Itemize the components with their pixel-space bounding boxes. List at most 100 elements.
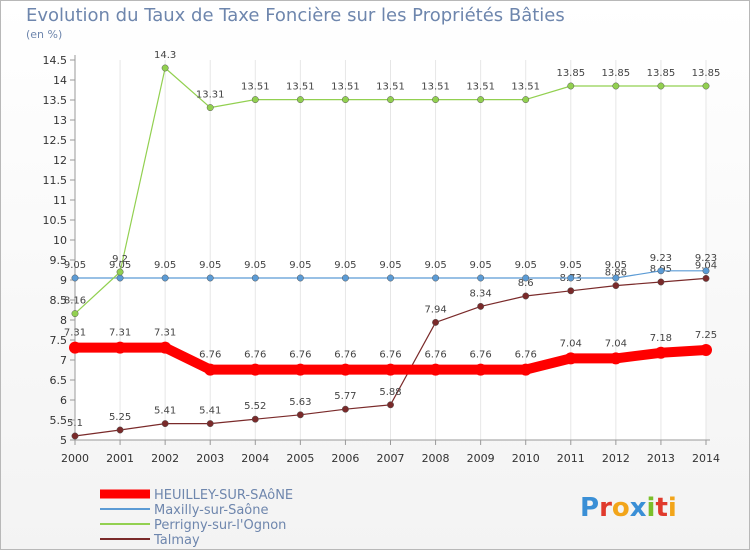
data-point [702,267,710,275]
data-label: 6.76 [515,350,537,361]
data-point [609,352,622,365]
data-point [114,341,127,354]
data-point [657,278,665,286]
data-label: 7.31 [64,328,86,339]
x-tick-label: 2003 [196,452,224,465]
data-point [432,274,440,282]
x-tick-label: 2014 [692,452,720,465]
data-point [384,363,397,376]
data-label: 6.76 [244,350,266,361]
data-label: 7.04 [605,338,627,349]
data-label: 6.76 [334,350,356,361]
logo-letter: r [599,493,612,523]
proxiti-logo: Proxiti [580,493,677,523]
y-tick-label: 12.5 [43,134,68,147]
data-label: 9.05 [515,260,537,271]
data-point [116,274,124,282]
data-point [206,274,214,282]
series-heuilley-sur-sa-ne: 7.31 7.31 7.31 6.76 6.76 6.76 6.76 6.76 6.76 6.76… [64,328,717,376]
y-tick-label: 13.5 [43,94,68,107]
data-label: 13.51 [241,82,270,93]
data-point [612,274,620,282]
legend-label: Maxilly-sur-Saône [154,503,269,518]
data-point [702,82,710,90]
y-tick-label: 11 [53,194,67,207]
data-point [522,292,530,300]
data-point [522,96,530,104]
data-label: 9.05 [199,260,221,271]
y-tick-label: 10.5 [43,214,68,227]
data-label: 7.94 [424,304,446,315]
y-tick-label: 6 [60,394,67,407]
data-point [296,411,304,419]
x-tick-label: 2008 [422,452,450,465]
x-tick-label: 2011 [557,452,585,465]
data-point [567,274,575,282]
data-point [657,267,665,275]
data-label: 13.51 [376,82,405,93]
data-point [522,274,530,282]
logo-letter: t [655,493,667,523]
y-tick-label: 14 [53,74,67,87]
logo-letter: i [668,493,677,523]
logo-letter: o [612,493,630,523]
data-label: 8.34 [470,288,492,299]
data-label: 5.77 [334,391,356,402]
logo-letter: i [647,493,656,523]
y-tick-label: 5 [60,434,67,447]
data-label: 5.52 [244,401,266,412]
data-point [161,420,169,428]
y-tick-label: 7.5 [50,334,68,347]
series-perrigny-sur-l-ognon: 8.16 9.2 14.3 13.31 13.51 13.51 13.51 13.51 13.5… [64,50,721,318]
data-point [204,363,217,376]
data-point [341,274,349,282]
data-label: 13.31 [196,90,225,101]
data-label: 13.85 [692,68,721,79]
y-tick-label: 9.5 [50,254,68,267]
data-point [251,274,259,282]
data-point [477,274,485,282]
legend-label: Perrigny-sur-l'Ognon [154,518,286,533]
data-point [71,274,79,282]
data-label: 7.25 [695,330,717,341]
data-point [474,363,487,376]
x-tick-label: 2001 [106,452,134,465]
data-point [161,274,169,282]
data-label: 13.51 [286,82,315,93]
data-point [159,341,172,354]
data-label: 8.86 [605,268,627,279]
data-label: 8.6 [518,278,534,289]
data-label: 13.85 [556,68,585,79]
data-point [296,274,304,282]
data-point [294,363,307,376]
y-tick-label: 8.5 [50,294,68,307]
data-point [612,282,620,290]
data-point [251,96,259,104]
y-tick-label: 9 [60,274,67,287]
data-point [387,96,394,104]
data-label: 9.23 [695,253,717,264]
data-label: 5.88 [379,387,401,398]
x-tick-label: 2002 [151,452,179,465]
data-label: 9.23 [650,253,672,264]
data-label: 8.16 [64,296,86,307]
data-point [387,274,394,282]
data-point [296,96,304,104]
y-tick-label: 12 [53,154,67,167]
series-maxilly-sur-sa-ne: 9.05 9.05 9.05 9.05 9.05 9.05 9.05 9.05 9.05 9.05… [64,253,717,282]
data-label: 9.05 [64,260,86,271]
data-point [341,405,349,413]
data-point [206,104,214,112]
legend-label: HEUILLEY-SUR-SAôNE [154,488,293,503]
data-label: 9.05 [424,260,446,271]
data-label: 5.41 [154,406,176,417]
data-label: 6.76 [379,350,401,361]
data-label: 9.05 [379,260,401,271]
data-label: 9.05 [334,260,356,271]
data-point [249,363,262,376]
data-point [432,96,440,104]
data-label: 9.05 [605,260,627,271]
data-point [702,274,710,282]
data-label: 9.05 [289,260,311,271]
